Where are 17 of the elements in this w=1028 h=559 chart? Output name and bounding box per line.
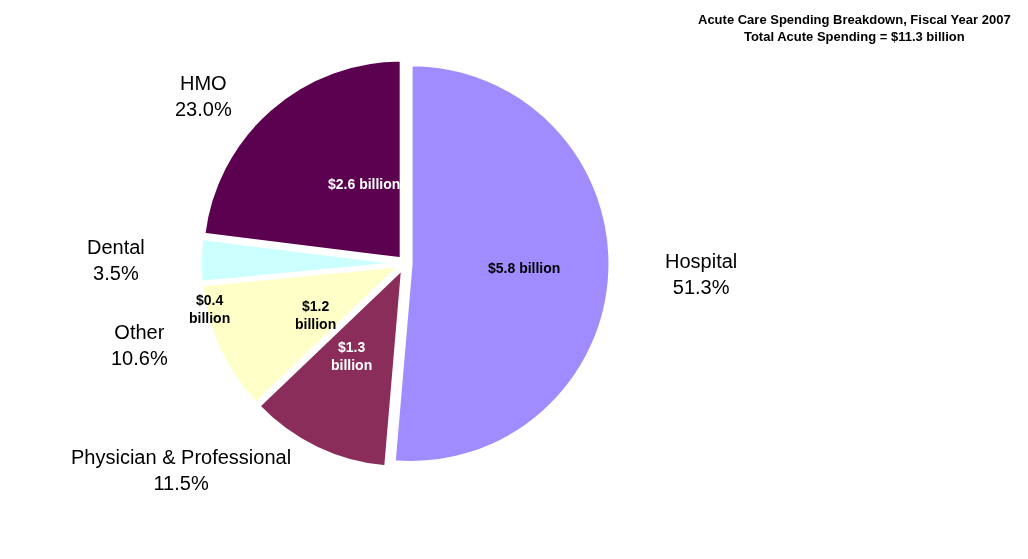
text: $1.2 billion [295,298,337,333]
data-label: 10.6% [111,347,168,369]
data-label: 3.5% [93,262,139,284]
text: $1.3 billion [331,339,373,374]
data-label: 51.3% [672,276,730,298]
data-label: 11.5% [153,472,209,494]
slice-label: Dental [87,236,145,258]
text: $0.4 billion [189,292,231,327]
slice-label: Other [114,321,165,343]
text: $2.6 billion [328,176,401,192]
text: Acute Care Spending Breakdown, Fiscal Year 2007 [698,12,1011,27]
data-label: 23.0% [175,98,232,120]
slice-label: Hospital [665,250,738,272]
slice-label: Physician & Professional [71,446,292,468]
slice-label: HMO [180,72,227,94]
text: Total Acute Spending = $11.3 billion [743,28,965,44]
text: $5.8 billion [488,260,561,276]
